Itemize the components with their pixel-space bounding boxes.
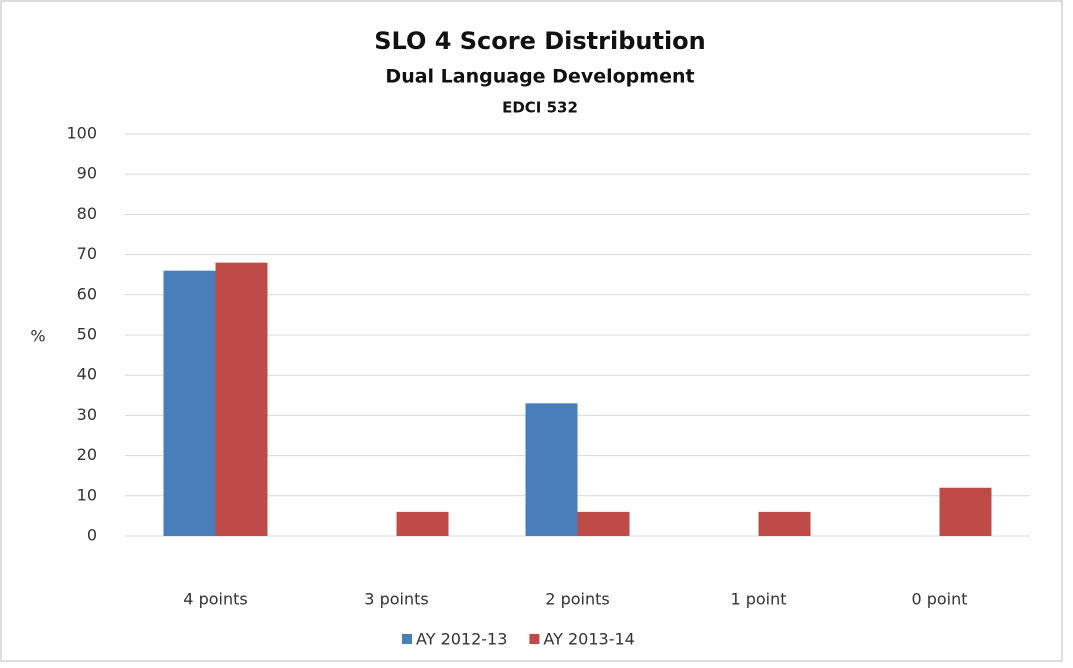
y-tick-label: 10: [77, 485, 97, 504]
y-tick-label: 80: [77, 204, 97, 223]
legend-swatch: [402, 634, 412, 644]
legend-label: AY 2013-14: [543, 630, 634, 649]
bar: [215, 262, 268, 536]
y-tick-label: 30: [77, 405, 97, 424]
y-axis-label: %: [30, 327, 45, 346]
x-tick-label: 2 points: [545, 590, 609, 609]
y-tick-label: 70: [77, 244, 97, 263]
y-tick-label: 20: [77, 445, 97, 464]
bar: [396, 511, 449, 536]
x-tick-label: 1 point: [730, 590, 786, 609]
y-tick-label: 40: [77, 365, 97, 384]
x-tick-label: 0 point: [911, 590, 967, 609]
y-tick-label: 0: [87, 526, 97, 545]
legend-label: AY 2012-13: [416, 630, 507, 649]
x-tick-label: 3 points: [364, 590, 428, 609]
legend-swatch: [529, 634, 540, 644]
chart-title: SLO 4 Score Distribution: [374, 27, 706, 55]
y-tick-label: 50: [77, 325, 97, 344]
bar: [163, 270, 216, 536]
chart-subtitle: Dual Language Development: [385, 66, 694, 88]
bar: [525, 403, 578, 536]
bar: [577, 511, 630, 536]
y-tick-label: 60: [77, 284, 97, 303]
chart-subtitle: EDCI 532: [502, 99, 578, 117]
bar: [939, 487, 992, 536]
y-tick-label: 90: [77, 164, 97, 183]
x-tick-label: 4 points: [183, 590, 247, 609]
bar: [758, 511, 811, 536]
y-tick-label: 100: [66, 124, 97, 143]
